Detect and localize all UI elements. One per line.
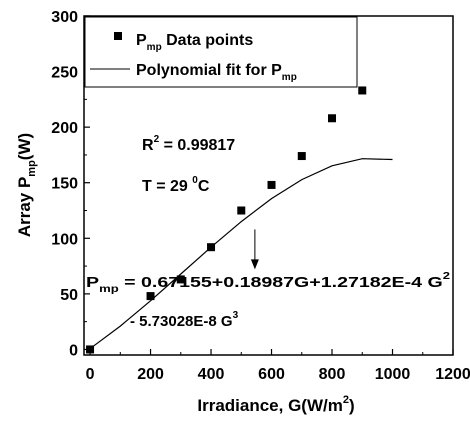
y-axis-title: Array Pmp(W)	[15, 133, 38, 237]
eq1-sup: 2	[443, 271, 451, 282]
legend-label-fit: Polynomial fit for Pmp	[136, 62, 297, 83]
temp-tail: C	[198, 178, 210, 195]
r2-sup: 2	[154, 134, 160, 145]
x-tick-label: 1000	[375, 366, 411, 383]
data-point	[86, 345, 95, 354]
arrow-head	[250, 259, 259, 270]
x-tick-labels: 0 200 400 600 800 1000 1200	[86, 366, 470, 383]
legend-label-points: Pmp Data points	[136, 32, 253, 53]
eq1-sub: mp	[99, 284, 119, 295]
legend-marker-square	[114, 32, 122, 40]
data-point	[328, 114, 337, 123]
eq2-sup: 3	[233, 310, 239, 321]
temperature-label: T = 29 0C	[142, 175, 210, 195]
equation-line-2: - 5.73028E-8 G3	[130, 310, 239, 330]
y-tick-label: 100	[51, 231, 78, 248]
r2-tail: = 0.99817	[159, 137, 235, 154]
ylabel-main: Array P	[15, 177, 34, 237]
x-tick-label: 800	[319, 366, 346, 383]
ylabel-sub: mp	[26, 160, 38, 177]
y-tick-label: 50	[60, 287, 78, 304]
legend-points-sub: mp	[147, 42, 162, 53]
xlabel-tail: )	[349, 396, 355, 415]
data-point	[146, 292, 155, 301]
legend-points-main: P	[136, 32, 147, 49]
y-tick-label: 200	[51, 120, 78, 137]
ylabel-tail: (W)	[15, 133, 34, 160]
annotation-arrow	[250, 229, 259, 270]
y-tick-labels: 0 50 100 150 200 250 300	[51, 9, 78, 359]
r2-main: R	[142, 137, 154, 154]
eq2-main: - 5.73028E-8 G	[130, 313, 233, 330]
series-layer	[86, 86, 393, 354]
y-tick-label: 150	[51, 176, 78, 193]
legend-fit-main: Polynomial fit for P	[136, 62, 282, 79]
r-squared-label: R2 = 0.99817	[142, 134, 235, 154]
data-point	[176, 275, 185, 284]
legend-points-tail: Data points	[162, 32, 254, 49]
data-point	[237, 206, 246, 215]
x-tick-label: 400	[198, 366, 225, 383]
plot-frame	[83, 15, 454, 356]
x-tick-label: 600	[258, 366, 285, 383]
data-point	[358, 86, 367, 95]
xlabel-main: Irradiance, G(W/m	[197, 396, 342, 415]
fit-line	[89, 158, 393, 350]
legend-box	[84, 16, 358, 88]
legend: Pmp Data points Polynomial fit for Pmp	[84, 16, 358, 88]
temp-main: T = 29	[142, 178, 192, 195]
x-axis-title: Irradiance, G(W/m2)	[197, 394, 354, 415]
x-tick-label: 200	[137, 366, 164, 383]
x-tick-label: 1200	[435, 366, 470, 383]
data-point	[297, 152, 306, 161]
data-point	[207, 243, 216, 252]
y-tick-label: 0	[69, 342, 78, 359]
temp-sup: 0	[192, 175, 198, 186]
legend-fit-sub: mp	[282, 72, 297, 83]
eq1-main: P	[86, 274, 99, 291]
data-point	[267, 180, 276, 189]
xlabel-sup: 2	[343, 394, 349, 406]
eq1-mid: = 0.67155+0.18987G+1.27182E-4 G	[119, 274, 443, 291]
y-tick-label: 250	[51, 65, 78, 82]
y-tick-label: 300	[51, 9, 78, 26]
x-tick-label: 0	[86, 366, 95, 383]
